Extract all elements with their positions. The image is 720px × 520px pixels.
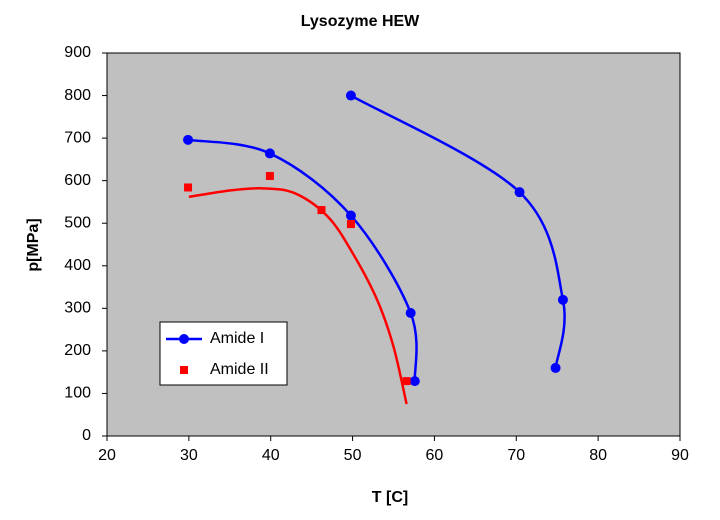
data-point	[405, 308, 416, 319]
data-point	[514, 187, 525, 198]
data-line	[188, 186, 408, 405]
x-tick-label: 40	[262, 447, 280, 464]
data-point	[402, 377, 411, 386]
x-tick-label: 80	[589, 447, 607, 464]
y-tick-label: 200	[64, 342, 91, 359]
legend-label: Amide I	[210, 330, 264, 347]
x-axis-label: T [C]	[372, 489, 408, 506]
data-point	[346, 220, 355, 229]
x-tick-label: 20	[98, 447, 116, 464]
data-point	[265, 171, 274, 180]
y-tick-label: 0	[82, 427, 91, 444]
data-point	[557, 294, 568, 305]
y-tick-label: 500	[64, 214, 91, 231]
x-tick-label: 30	[180, 447, 198, 464]
y-tick-label: 800	[64, 87, 91, 104]
y-tick-label: 700	[64, 129, 91, 146]
y-tick-label: 300	[64, 300, 91, 317]
y-axis-label: p[MPa]	[25, 218, 42, 271]
legend-label: Amide II	[210, 361, 269, 378]
legend-box	[159, 321, 288, 386]
data-point	[550, 362, 561, 373]
data-point	[264, 148, 275, 159]
legend-marker	[179, 334, 189, 344]
y-tick-label: 100	[64, 385, 91, 402]
legend: Amide I Amide II	[159, 321, 288, 386]
y-tick-label: 900	[64, 44, 91, 61]
data-point	[345, 210, 356, 221]
chart-title: Lysozyme HEW	[301, 13, 420, 30]
x-tick-label: 70	[507, 447, 525, 464]
y-tick-label: 600	[64, 172, 91, 189]
x-tick-label: 60	[426, 447, 444, 464]
legend-marker	[180, 366, 188, 374]
data-point	[409, 376, 420, 387]
x-tick-label: 50	[344, 447, 362, 464]
data-point	[184, 183, 193, 192]
data-point	[183, 134, 194, 145]
data-point	[345, 90, 356, 101]
y-tick-label: 400	[64, 257, 91, 274]
x-tick-label: 90	[671, 447, 689, 464]
